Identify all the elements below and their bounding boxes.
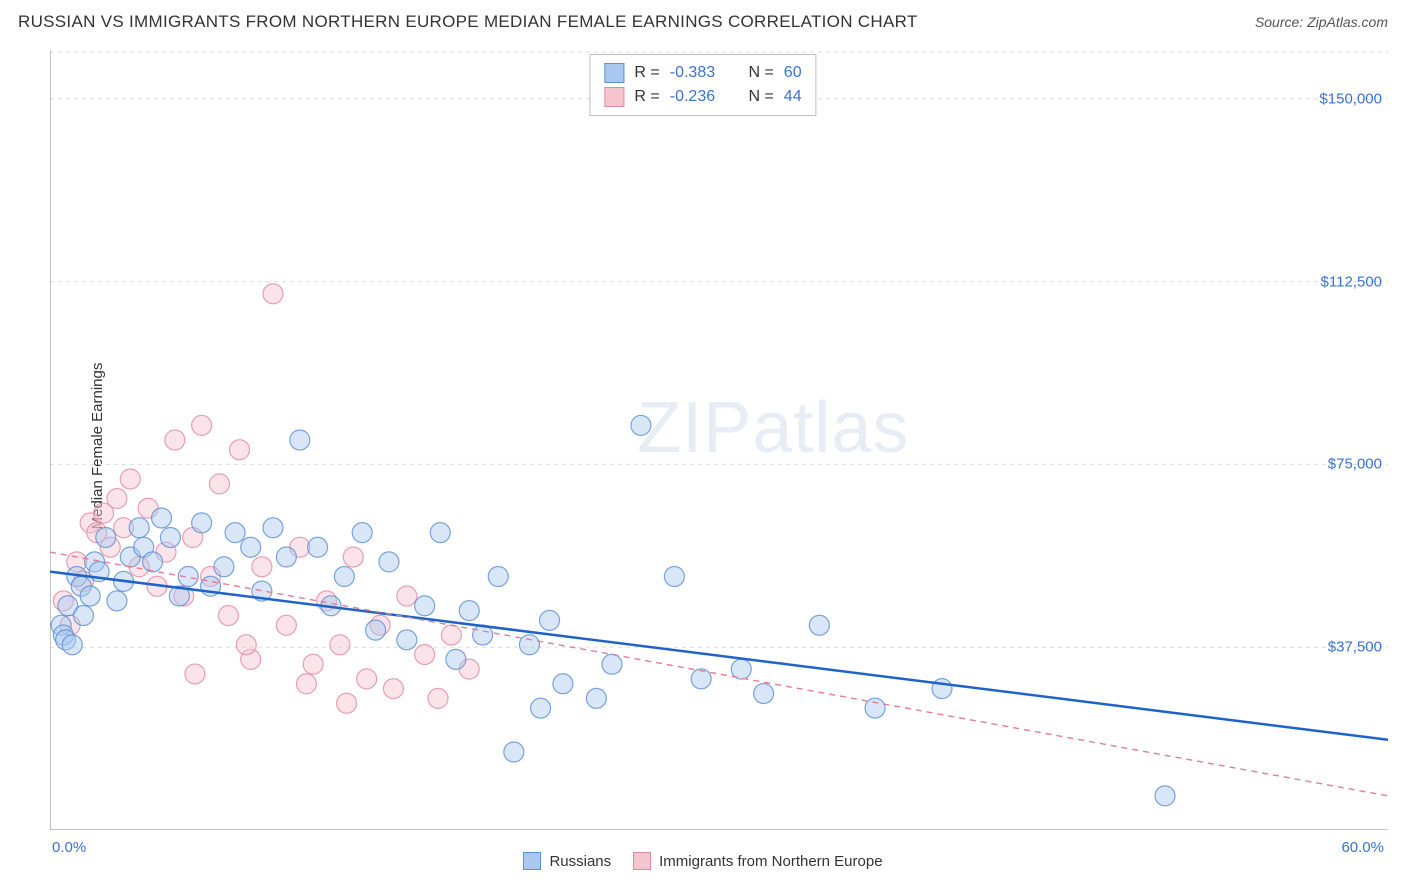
legend-label: Immigrants from Northern Europe: [659, 853, 882, 870]
y-tick-label: $150,000: [1319, 90, 1382, 107]
plot-area: [50, 50, 1388, 830]
legend-swatch: [633, 852, 651, 870]
chart-svg: [50, 50, 1388, 830]
correlation-box: R = -0.383 N = 60R = -0.236 N = 44: [589, 54, 816, 116]
y-tick-label: $75,000: [1328, 456, 1382, 473]
legend-swatch: [523, 852, 541, 870]
correlation-row: R = -0.236 N = 44: [604, 85, 801, 109]
y-tick-label: $37,500: [1328, 639, 1382, 656]
legend-item: Russians: [523, 852, 611, 870]
legend-swatch: [604, 87, 624, 107]
correlation-row: R = -0.383 N = 60: [604, 61, 801, 85]
bottom-legend: Russians Immigrants from Northern Europe: [0, 852, 1406, 870]
chart-source: Source: ZipAtlas.com: [1255, 14, 1388, 30]
chart-title: RUSSIAN VS IMMIGRANTS FROM NORTHERN EURO…: [18, 12, 918, 32]
legend-swatch: [604, 63, 624, 83]
legend-label: Russians: [549, 853, 611, 870]
legend-item: Immigrants from Northern Europe: [633, 852, 882, 870]
y-tick-label: $112,500: [1321, 273, 1382, 290]
chart-header: RUSSIAN VS IMMIGRANTS FROM NORTHERN EURO…: [0, 0, 1406, 40]
